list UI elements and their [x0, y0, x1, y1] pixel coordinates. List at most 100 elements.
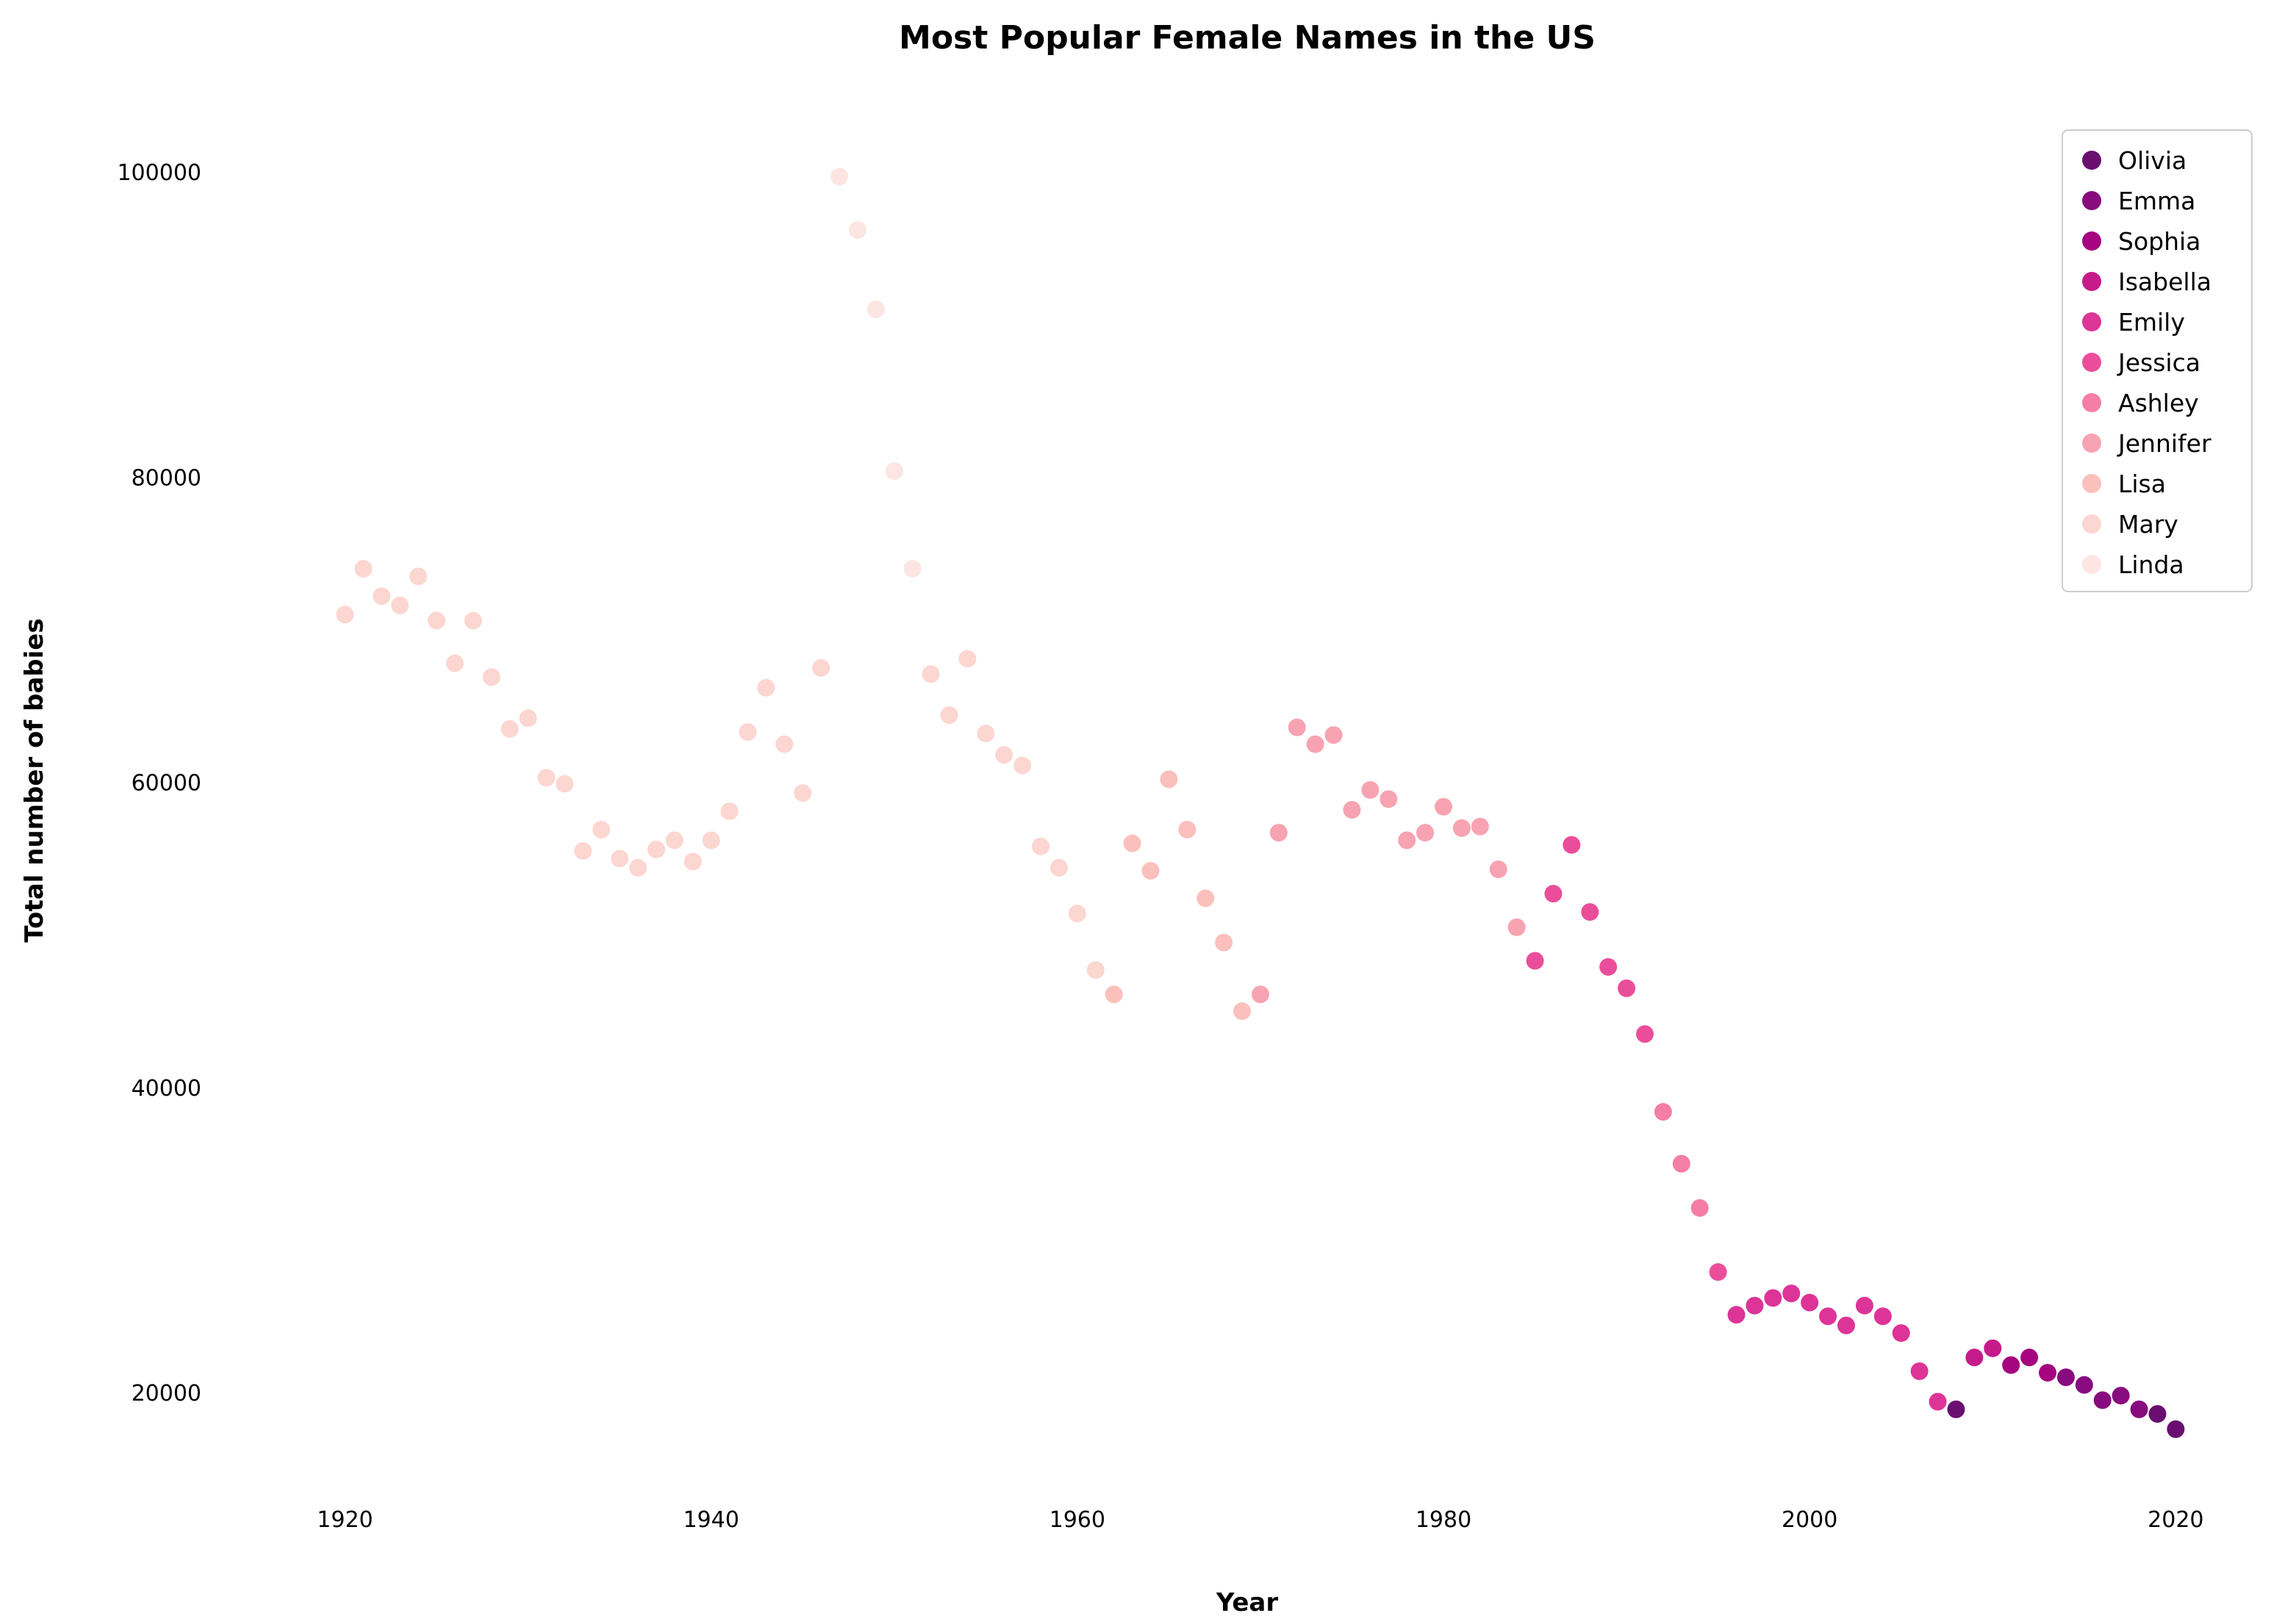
data-point-jennifer [1416, 824, 1435, 842]
data-point-jennifer [1361, 781, 1380, 799]
data-point-mary [428, 611, 445, 630]
data-point-emma [2093, 1391, 2112, 1409]
x-tick-label: 1940 [683, 1507, 739, 1533]
data-point-sophia [2002, 1356, 2020, 1374]
data-point-emma [2056, 1368, 2075, 1387]
series-olivia [1947, 1400, 2185, 1438]
legend-item-sophia: Sophia [2082, 227, 2200, 256]
data-point-olivia [2167, 1420, 2185, 1438]
series-linda [831, 168, 922, 578]
legend-label-jennifer: Jennifer [2117, 429, 2212, 458]
data-point-mary [665, 831, 684, 849]
data-point-mary [1050, 858, 1068, 877]
data-point-jennifer [1269, 824, 1288, 842]
data-point-mary [647, 840, 665, 858]
data-point-jessica [1618, 979, 1636, 997]
y-tick-label: 20000 [132, 1381, 201, 1406]
x-axis-ticks: 1920 1940 1960 1980 2000 2020 [317, 1507, 2203, 1533]
legend-item-isabella: Isabella [2082, 267, 2212, 296]
data-point-mary [1032, 837, 1050, 855]
data-point-mary [354, 559, 373, 578]
x-tick-label: 1980 [1416, 1507, 1471, 1533]
data-point-jessica [1526, 952, 1544, 970]
data-point-linda [831, 168, 848, 186]
data-point-mary [482, 668, 501, 686]
legend-marker-ashley [2082, 393, 2101, 412]
data-point-linda [903, 559, 922, 578]
data-point-jessica [1544, 885, 1563, 903]
data-point-lisa [1160, 770, 1178, 788]
data-point-ashley [1690, 1199, 1709, 1217]
legend-label-emma: Emma [2118, 187, 2195, 215]
data-point-mary [574, 842, 592, 860]
x-tick-label: 1960 [1050, 1507, 1105, 1533]
legend-label-emily: Emily [2118, 308, 2185, 337]
data-points [336, 168, 2185, 1438]
data-point-mary [775, 735, 794, 753]
data-point-mary [611, 849, 629, 868]
data-point-emily [1892, 1324, 1910, 1343]
data-point-mary [537, 769, 556, 787]
legend-label-ashley: Ashley [2118, 389, 2199, 417]
data-point-jessica [1709, 1263, 1727, 1282]
data-point-isabella [1965, 1348, 1984, 1367]
data-point-jennifer [1507, 918, 1526, 936]
series-mary [336, 559, 1105, 979]
data-point-emma [2075, 1376, 2093, 1394]
data-point-jessica [1636, 1025, 1654, 1043]
data-point-lisa [1141, 862, 1160, 880]
chart-title: Most Popular Female Names in the US [899, 19, 1596, 57]
series-sophia [2002, 1348, 2056, 1382]
data-point-emily [1801, 1293, 1819, 1312]
data-point-emily [1929, 1393, 1947, 1411]
legend-marker-emma [2082, 191, 2101, 210]
series-ashley [1654, 1103, 1709, 1217]
data-point-olivia [1947, 1400, 1965, 1418]
y-axis-ticks: 20000 40000 60000 80000 100000 [117, 160, 201, 1406]
data-point-jennifer [1324, 726, 1343, 744]
data-point-mary [556, 775, 574, 793]
data-point-sophia [2039, 1364, 2056, 1382]
data-point-mary [1086, 960, 1105, 979]
series-jennifer [1251, 718, 1526, 1004]
legend-items: Olivia Emma Sophia Isabella Emily Jessica Ashl… [2082, 146, 2212, 579]
data-point-emily [1910, 1362, 1929, 1380]
data-point-mary [1014, 756, 1032, 775]
legend-marker-linda [2082, 555, 2101, 574]
y-tick-label: 40000 [132, 1076, 201, 1102]
legend-item-ashley: Ashley [2082, 389, 2199, 417]
data-point-mary [702, 831, 720, 849]
legend-label-olivia: Olivia [2118, 146, 2187, 175]
data-point-jessica [1581, 903, 1599, 921]
data-point-mary [336, 606, 354, 624]
y-tick-label: 100000 [117, 160, 201, 186]
y-tick-label: 60000 [132, 771, 201, 797]
data-point-mary [592, 820, 611, 838]
legend-item-emily: Emily [2082, 308, 2185, 337]
data-point-mary [995, 746, 1014, 764]
data-point-lisa [1105, 985, 1123, 1004]
data-point-jennifer [1306, 735, 1324, 753]
data-point-lisa [1123, 834, 1141, 852]
data-point-emily [1764, 1289, 1782, 1307]
x-tick-label: 2000 [1782, 1507, 1837, 1533]
legend-marker-olivia [2082, 151, 2101, 170]
legend-label-linda: Linda [2118, 550, 2184, 579]
data-point-linda [885, 462, 903, 481]
data-point-lisa [1215, 933, 1233, 952]
data-point-mary [391, 596, 409, 614]
data-point-emily [1819, 1307, 1837, 1326]
data-point-mary [940, 706, 958, 725]
data-point-lisa [1178, 820, 1197, 838]
legend-item-emma: Emma [2082, 187, 2195, 215]
series-emma [2056, 1368, 2148, 1418]
data-point-lisa [1233, 1002, 1251, 1021]
data-point-ashley [1654, 1103, 1672, 1121]
data-point-jennifer [1489, 860, 1507, 878]
data-point-mary [922, 665, 940, 683]
legend-item-jennifer: Jennifer [2082, 429, 2212, 458]
legend-marker-isabella [2082, 272, 2101, 291]
data-point-mary [757, 678, 775, 697]
data-point-emily [1873, 1307, 1892, 1326]
data-point-jennifer [1435, 797, 1452, 816]
